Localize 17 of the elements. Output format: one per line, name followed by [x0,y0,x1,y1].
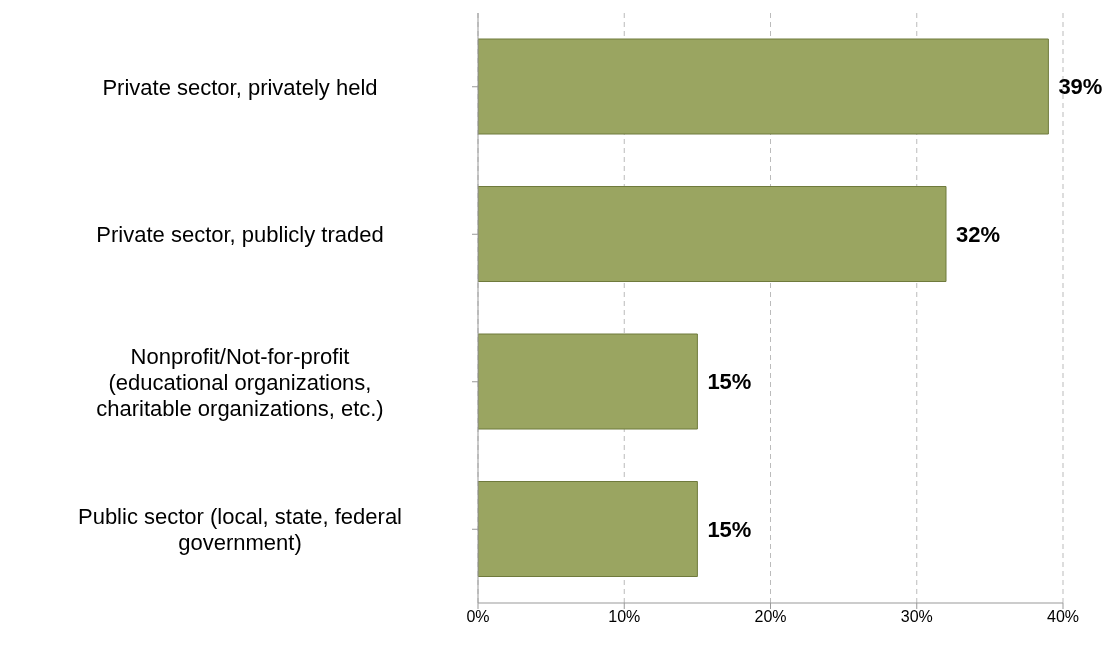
bar [478,38,1049,135]
bar [478,481,698,577]
x-tick-label: 20% [754,608,787,626]
x-tick-label: 10% [608,608,641,626]
data-label: 15% [707,369,752,394]
bar [478,186,947,282]
data-label: 32% [956,221,1001,247]
y-tick-label: Private sector, privately held [102,74,378,100]
x-tick-label: 30% [900,608,933,626]
data-label: 15% [707,516,752,542]
y-tick-label: Public sector (local, state, federal government) [77,503,403,555]
y-tick-label: Nonprofit/Not-for-profit (educational organizations, charitable organizations, etc.) [96,343,384,421]
bar [478,333,698,430]
data-label: 39% [1058,74,1103,99]
x-tick-label: 40% [1046,608,1080,626]
y-tick-label: Private sector, publicly traded [96,221,384,247]
x-tick-label: 0% [466,608,490,626]
